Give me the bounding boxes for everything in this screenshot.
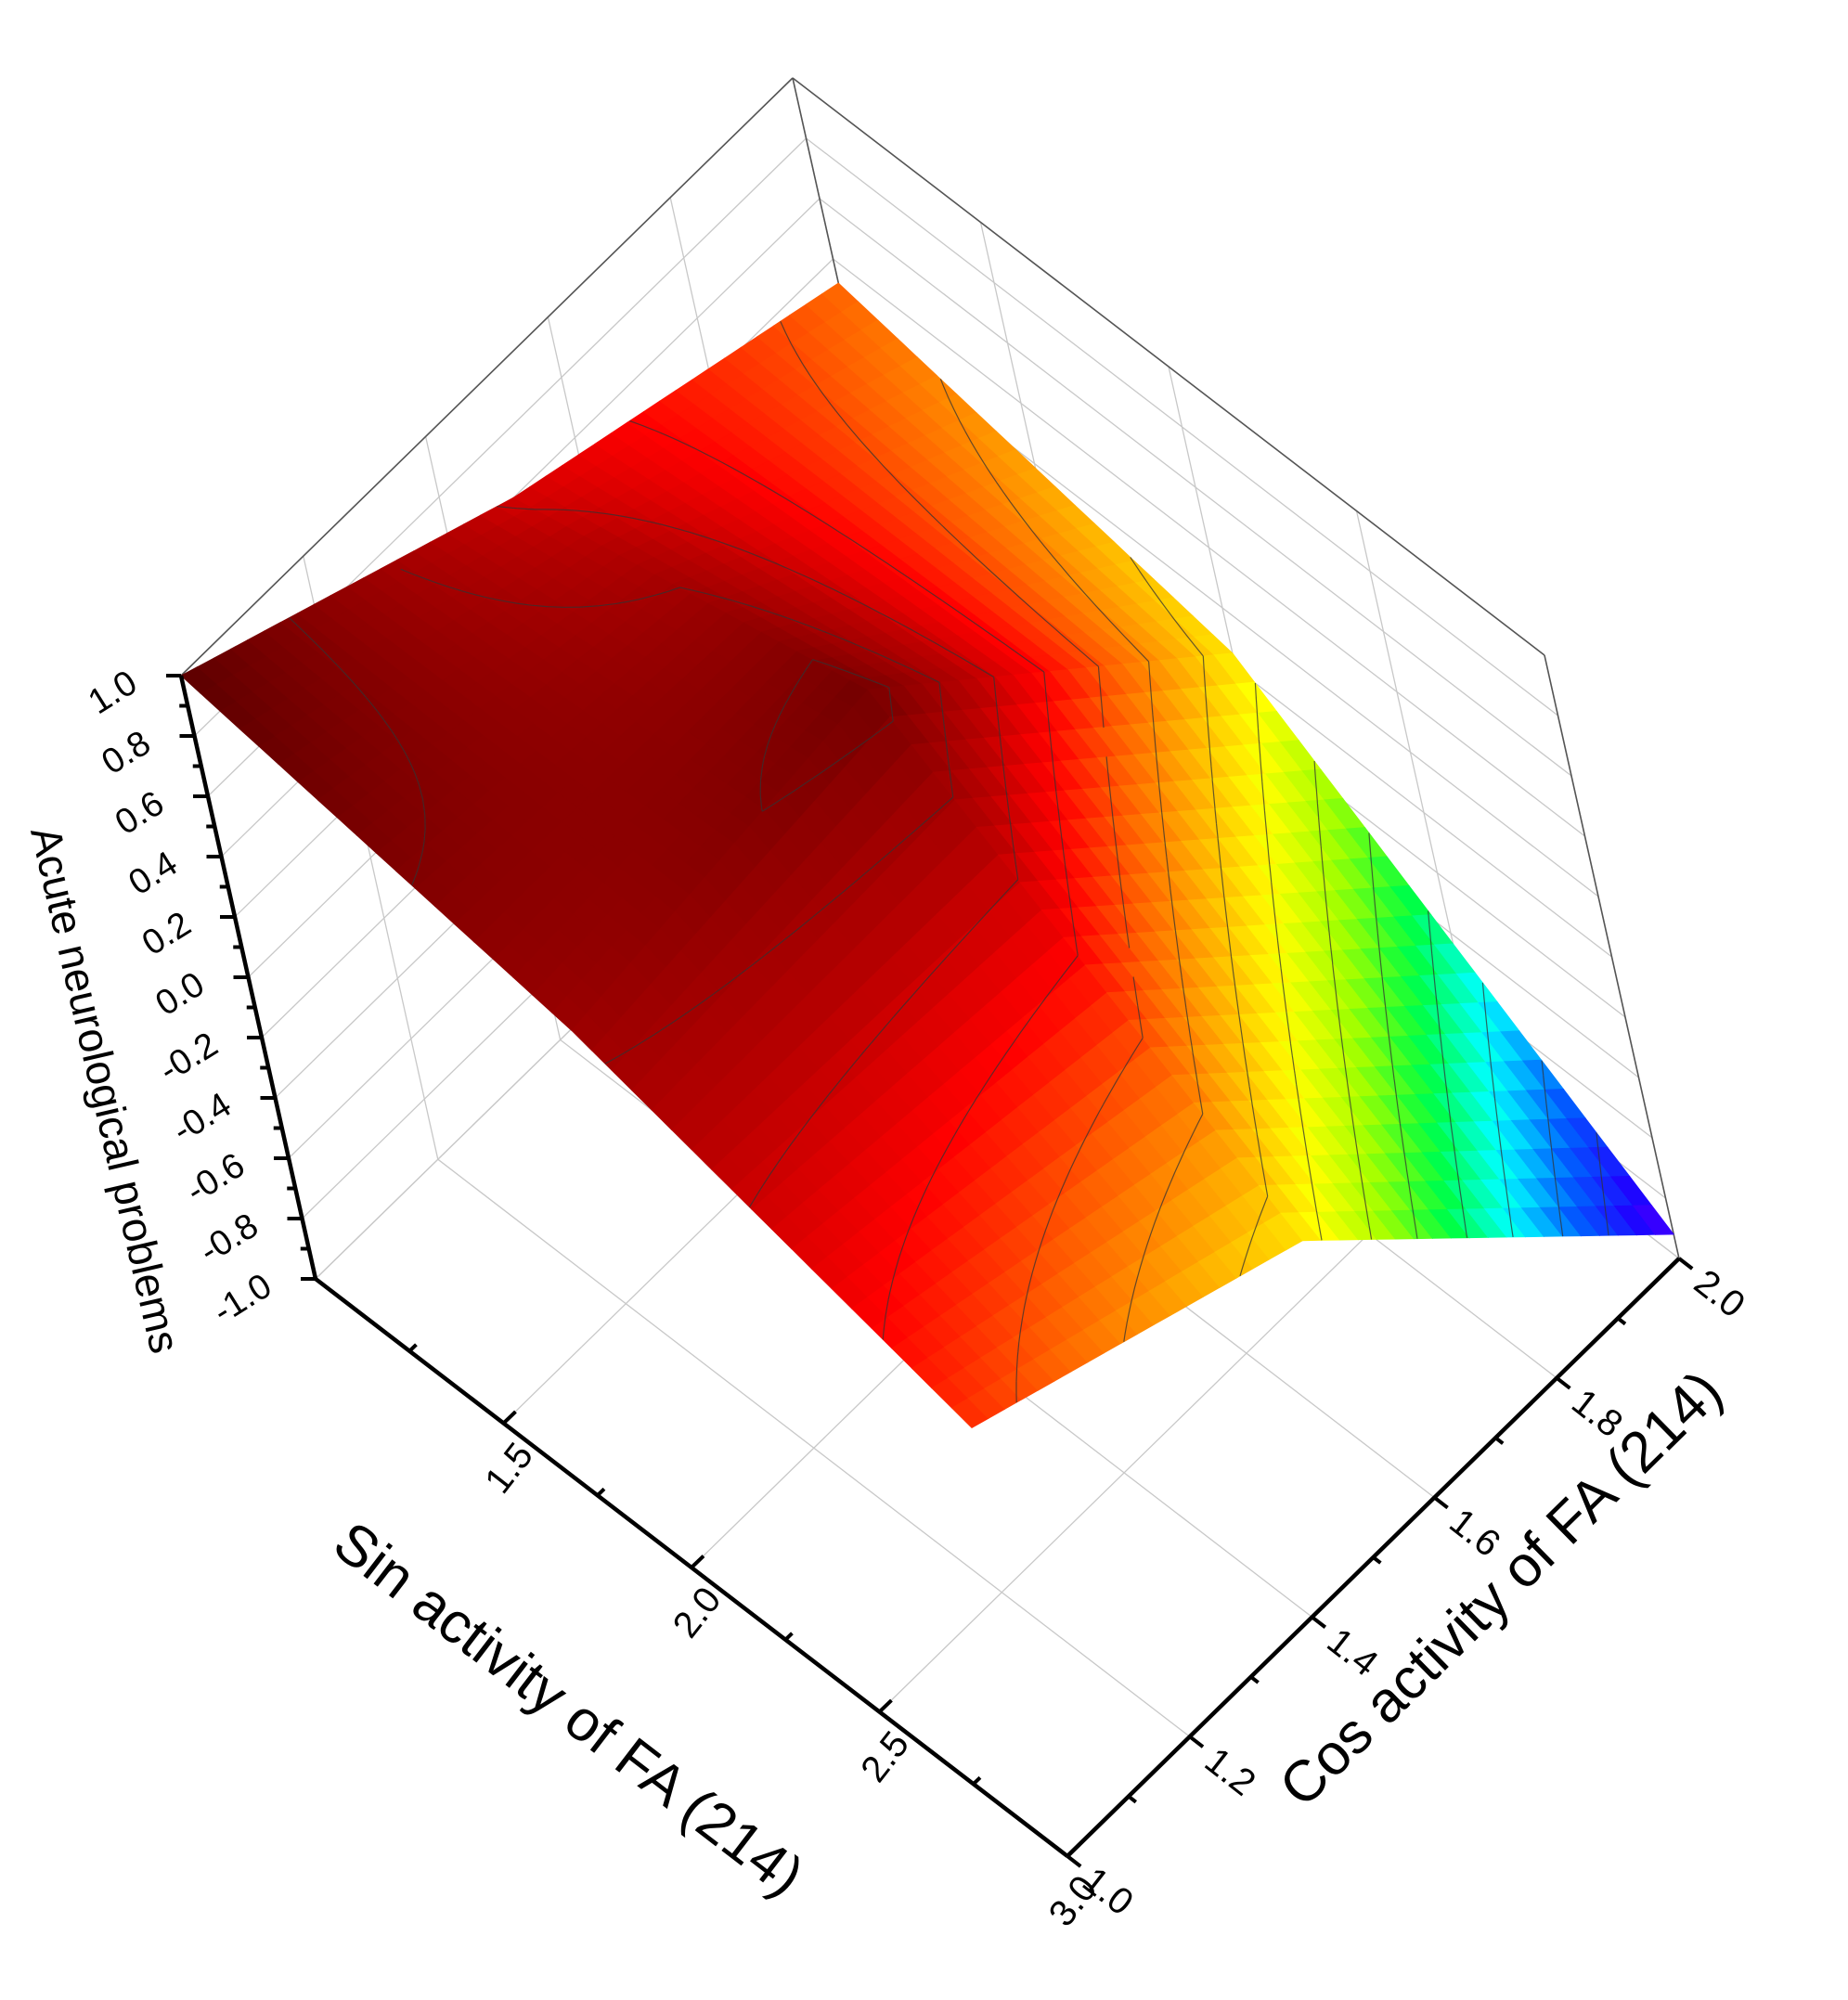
contour-line [1313,760,1373,1240]
contour-line [289,617,894,886]
x-axis-title: Sin activity of FA (214) [322,1510,815,1909]
y-tick [1555,1376,1571,1390]
contour-line [1541,1060,1564,1237]
contour-line [1368,832,1418,1239]
contour-line [1481,982,1514,1237]
y-minor-tick [1249,1675,1260,1684]
y-tick [1677,1257,1694,1271]
axes [166,674,1694,1868]
contour-line [1428,910,1468,1238]
contour-line [939,379,1204,1342]
x-tick [1066,1843,1081,1858]
y-tick-label: 1.2 [1197,1740,1263,1804]
contour-line [1130,557,1269,1277]
y-tick [1311,1615,1327,1629]
y-tick [1433,1496,1449,1510]
x-tick [690,1555,705,1569]
x-minor-tick [407,1343,418,1353]
y-tick [1066,1854,1082,1868]
z-tick-label: -0.4 [166,1086,239,1151]
z-tick-label: -1.0 [206,1267,278,1332]
z-tick-label: 0.4 [123,845,185,904]
grid-line [437,1158,1191,1737]
y-minor-tick [1372,1555,1382,1565]
contour-line [497,506,1019,1208]
contour-line [400,568,954,1065]
x-tick [502,1410,517,1425]
x-minor-tick [972,1775,982,1786]
y-axis-title: Cos activity of FA (214) [1268,1359,1735,1819]
y-minor-tick [1494,1436,1505,1445]
y-minor-tick [1127,1795,1138,1804]
x-minor-tick [596,1487,606,1497]
z-tick-label: 0.0 [149,965,212,1025]
surface-mesh [180,282,1674,1428]
box-edge [792,77,1545,656]
z-tick-label: -0.8 [193,1206,265,1271]
z-tick-label: 0.8 [96,724,158,783]
x-minor-tick [783,1632,794,1642]
z-tick-label: 0.6 [109,784,171,844]
contour-line [780,321,1144,1403]
surface-cell [1632,1205,1674,1235]
contour-line [1254,682,1323,1241]
box-edge [1544,654,1680,1259]
y-minor-tick [1616,1316,1627,1326]
contour-line [1596,1132,1609,1236]
z-tick-label: 0.2 [136,905,198,964]
z-tick-label: -0.6 [179,1146,252,1211]
x-tick [878,1698,893,1713]
z-axis-title: Acute neurological problems [21,822,189,1358]
z-tick-label: -0.2 [152,1026,225,1090]
box-edge [180,77,794,677]
y-tick [1188,1735,1205,1748]
contour-line [629,419,1079,1340]
z-tick-label: 1.0 [82,664,144,723]
y-tick-label: 2.0 [1686,1262,1752,1326]
